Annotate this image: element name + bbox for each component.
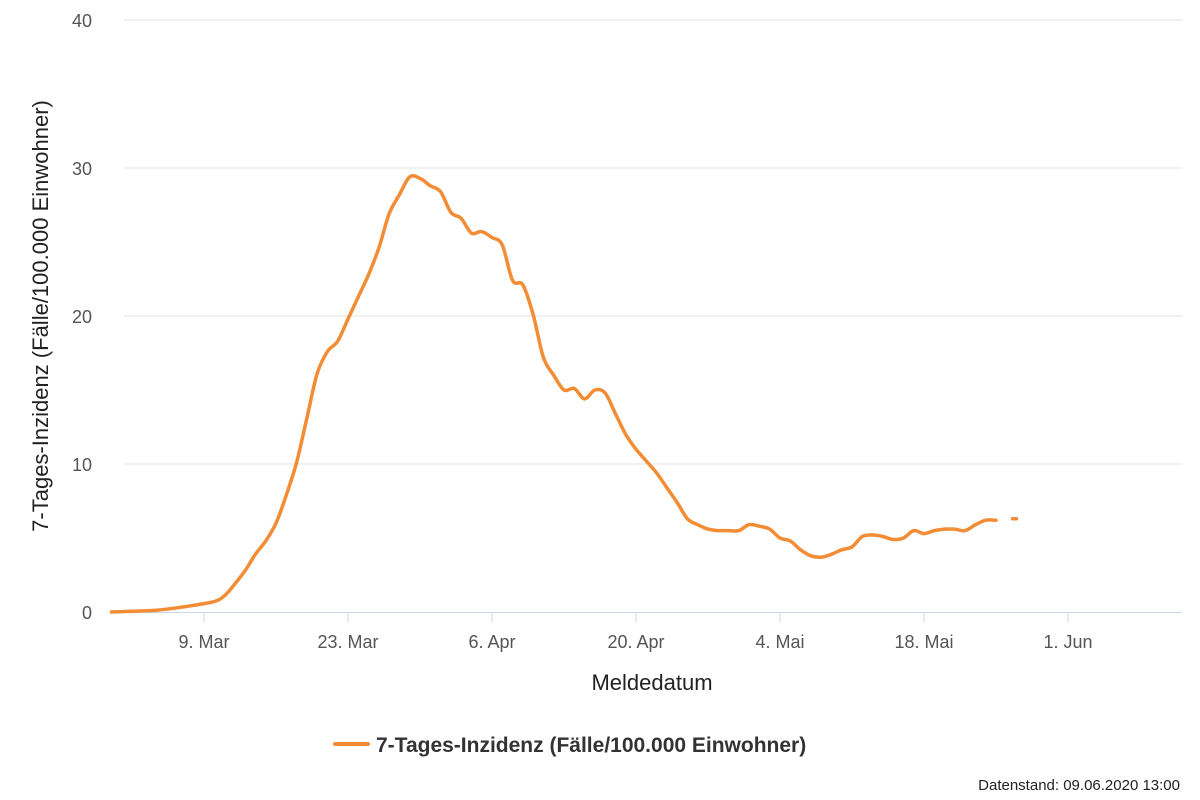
x-axis-ticks: 9. Mar 23. Mar 6. Apr 20. Apr 4. Mai 18. Mai 1… [178, 612, 1093, 652]
legend[interactable]: 7-Tages-Inzidenz (Fälle/100.000 Einwohne… [333, 734, 806, 757]
series-group [109, 174, 1019, 614]
x-tick-label: 23. Mar [317, 632, 378, 652]
y-tick-label: 0 [82, 603, 92, 623]
x-axis-title: Meldedatum [591, 670, 712, 695]
x-tick-label: 6. Apr [468, 632, 515, 652]
gridlines [124, 19, 1182, 465]
y-tick-label: 20 [72, 307, 92, 327]
legend-label[interactable]: 7-Tages-Inzidenz (Fälle/100.000 Einwohne… [376, 734, 806, 757]
y-axis-title: 7-Tages-Inzidenz (Fälle/100.000 Einwohne… [28, 100, 53, 532]
y-tick-label: 30 [72, 159, 92, 179]
x-tick-label: 20. Apr [607, 632, 664, 652]
data-source-note: Datenstand: 09.06.2020 13:00 [978, 777, 1180, 794]
y-tick-label: 10 [72, 455, 92, 475]
x-tick-label: 1. Jun [1043, 632, 1092, 652]
x-tick-label: 4. Mai [755, 632, 804, 652]
y-axis: 0 10 20 30 40 [72, 11, 92, 623]
x-tick-label: 18. Mai [894, 632, 953, 652]
y-tick-label: 40 [72, 11, 92, 31]
x-tick-label: 9. Mar [178, 632, 229, 652]
series-line[interactable] [109, 174, 998, 614]
